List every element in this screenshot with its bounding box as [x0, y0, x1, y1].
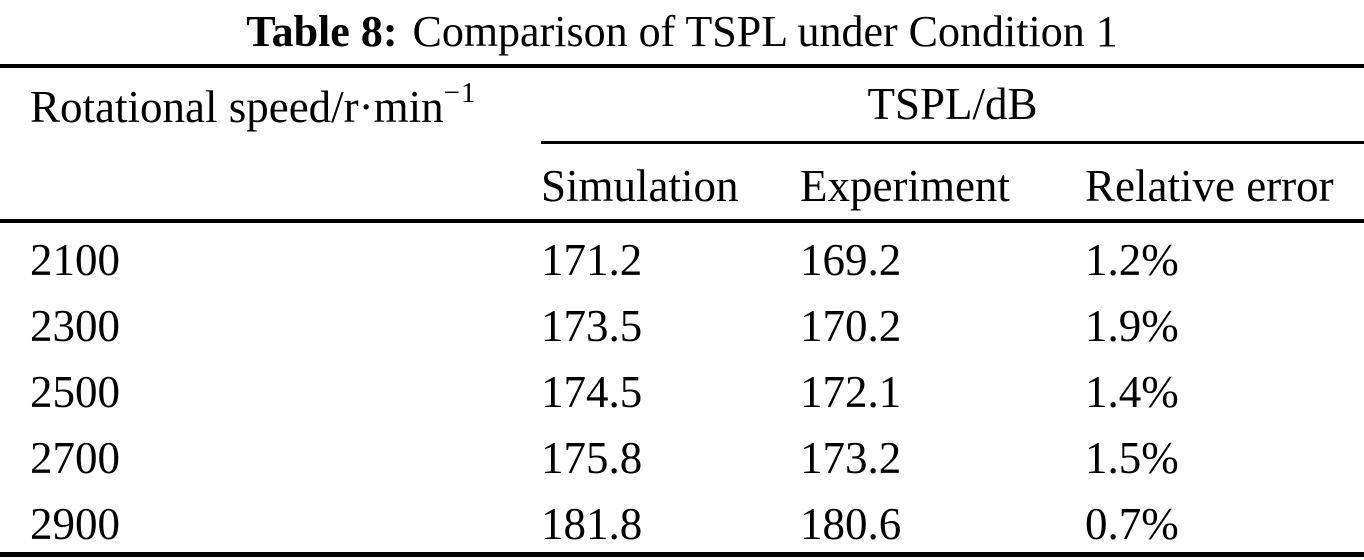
table-body: 2100 171.2 169.2 1.2% 2300 173.5 170.2 1…	[0, 223, 1364, 552]
group-header-tspl: TSPL/dB	[867, 79, 1038, 129]
cell-simulation: 175.8	[541, 432, 643, 483]
cell-simulation: 181.8	[541, 498, 643, 549]
cell-experiment: 173.2	[800, 432, 902, 483]
table-row: 2500 174.5 172.1 1.4%	[0, 355, 1364, 421]
cell-relative-error: 0.7%	[1085, 498, 1179, 549]
cell-speed: 2300	[30, 301, 120, 352]
cell-speed: 2100	[30, 235, 120, 286]
cell-simulation: 174.5	[541, 366, 643, 417]
cell-relative-error: 1.4%	[1085, 366, 1179, 417]
table-row: 2700 175.8 173.2 1.5%	[0, 420, 1364, 486]
caption-label: Table 8:	[246, 7, 398, 56]
col-header-rotational-speed: Rotational speed/r·min−1	[0, 79, 541, 130]
table-row: 2900 181.8 180.6 0.7%	[0, 486, 1364, 552]
bottom-rule	[0, 552, 1364, 557]
cell-speed: 2700	[30, 432, 120, 483]
header-row-main: Rotational speed/r·min−1 TSPL/dB	[0, 68, 1364, 141]
group-header-rule	[541, 141, 1364, 144]
caption-text: Comparison of TSPL under Condition 1	[412, 7, 1118, 56]
cell-speed: 2900	[30, 498, 120, 549]
table-caption: Table 8: Comparison of TSPL under Condit…	[0, 0, 1364, 64]
group-header-rule-band	[0, 141, 1364, 144]
superscript-minus-one: −1	[443, 77, 477, 109]
cell-simulation: 171.2	[541, 235, 643, 286]
table-row: 2300 173.5 170.2 1.9%	[0, 289, 1364, 355]
cell-simulation: 173.5	[541, 301, 643, 352]
col-header-rotational-speed-text: Rotational speed/r·min	[30, 82, 444, 132]
cell-experiment: 170.2	[800, 301, 902, 352]
subheader-relative-error: Relative error	[1085, 161, 1334, 211]
subheader-experiment: Experiment	[800, 161, 1010, 211]
table-row: 2100 171.2 169.2 1.2%	[0, 223, 1364, 289]
cell-experiment: 180.6	[800, 498, 902, 549]
header-divider-rule	[0, 219, 1364, 223]
cell-relative-error: 1.5%	[1085, 432, 1179, 483]
cell-speed: 2500	[30, 366, 120, 417]
cell-relative-error: 1.2%	[1085, 235, 1179, 286]
cell-relative-error: 1.9%	[1085, 301, 1179, 352]
header-row-sub: Simulation Experiment Relative error	[0, 144, 1364, 219]
top-rule	[0, 64, 1364, 68]
cell-experiment: 172.1	[800, 366, 902, 417]
subheader-simulation: Simulation	[541, 161, 739, 211]
cell-experiment: 169.2	[800, 235, 902, 286]
